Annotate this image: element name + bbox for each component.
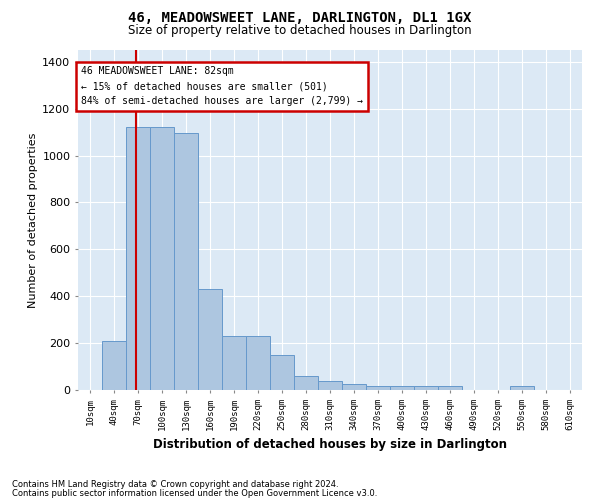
Bar [150, 128, 174, 390]
Bar [414, 386, 438, 390]
Bar [366, 386, 390, 390]
Text: Contains public sector information licensed under the Open Government Licence v3: Contains public sector information licen… [12, 488, 377, 498]
Bar [342, 384, 366, 390]
Bar [294, 376, 318, 390]
Bar [102, 341, 126, 390]
Bar [318, 381, 342, 390]
Text: 46, MEADOWSWEET LANE, DARLINGTON, DL1 1GX: 46, MEADOWSWEET LANE, DARLINGTON, DL1 1G… [128, 11, 472, 25]
Bar [390, 386, 414, 390]
Text: Size of property relative to detached houses in Darlington: Size of property relative to detached ho… [128, 24, 472, 37]
Text: Contains HM Land Registry data © Crown copyright and database right 2024.: Contains HM Land Registry data © Crown c… [12, 480, 338, 489]
Bar [270, 356, 294, 390]
Bar [510, 386, 534, 390]
Y-axis label: Number of detached properties: Number of detached properties [28, 132, 38, 308]
Bar [174, 133, 198, 390]
Bar [126, 128, 150, 390]
X-axis label: Distribution of detached houses by size in Darlington: Distribution of detached houses by size … [153, 438, 507, 451]
Bar [246, 336, 270, 390]
Text: 46 MEADOWSWEET LANE: 82sqm
← 15% of detached houses are smaller (501)
84% of sem: 46 MEADOWSWEET LANE: 82sqm ← 15% of deta… [81, 66, 363, 106]
Bar [222, 336, 246, 390]
Bar [438, 386, 462, 390]
Bar [198, 289, 222, 390]
